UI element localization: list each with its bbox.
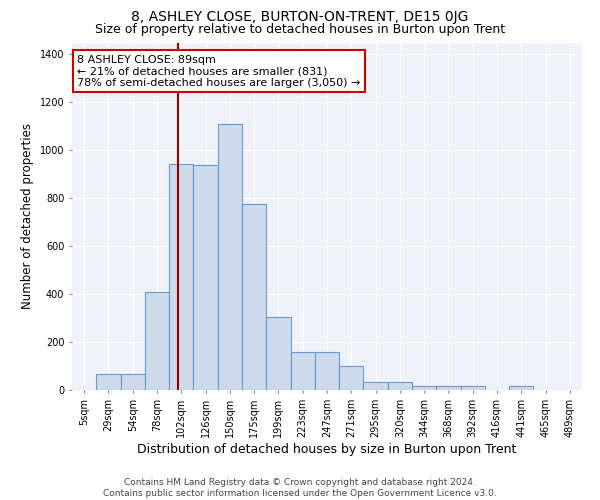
- Text: Contains HM Land Registry data © Crown copyright and database right 2024.
Contai: Contains HM Land Registry data © Crown c…: [103, 478, 497, 498]
- X-axis label: Distribution of detached houses by size in Burton upon Trent: Distribution of detached houses by size …: [137, 442, 517, 456]
- Bar: [436, 386, 461, 390]
- Bar: [412, 386, 436, 390]
- Bar: [266, 317, 290, 390]
- Bar: [121, 374, 145, 390]
- Text: 8 ASHLEY CLOSE: 89sqm
← 21% of detached houses are smaller (831)
78% of semi-det: 8 ASHLEY CLOSE: 89sqm ← 21% of detached …: [77, 54, 361, 88]
- Bar: [218, 124, 242, 390]
- Y-axis label: Number of detached properties: Number of detached properties: [21, 123, 34, 309]
- Bar: [509, 386, 533, 390]
- Bar: [242, 204, 266, 390]
- Bar: [169, 164, 193, 390]
- Bar: [145, 292, 169, 390]
- Bar: [315, 352, 339, 390]
- Bar: [290, 352, 315, 390]
- Text: Size of property relative to detached houses in Burton upon Trent: Size of property relative to detached ho…: [95, 22, 505, 36]
- Bar: [364, 382, 388, 390]
- Bar: [96, 374, 121, 390]
- Bar: [339, 366, 364, 390]
- Bar: [388, 382, 412, 390]
- Text: 8, ASHLEY CLOSE, BURTON-ON-TRENT, DE15 0JG: 8, ASHLEY CLOSE, BURTON-ON-TRENT, DE15 0…: [131, 10, 469, 24]
- Bar: [461, 386, 485, 390]
- Bar: [193, 164, 218, 390]
